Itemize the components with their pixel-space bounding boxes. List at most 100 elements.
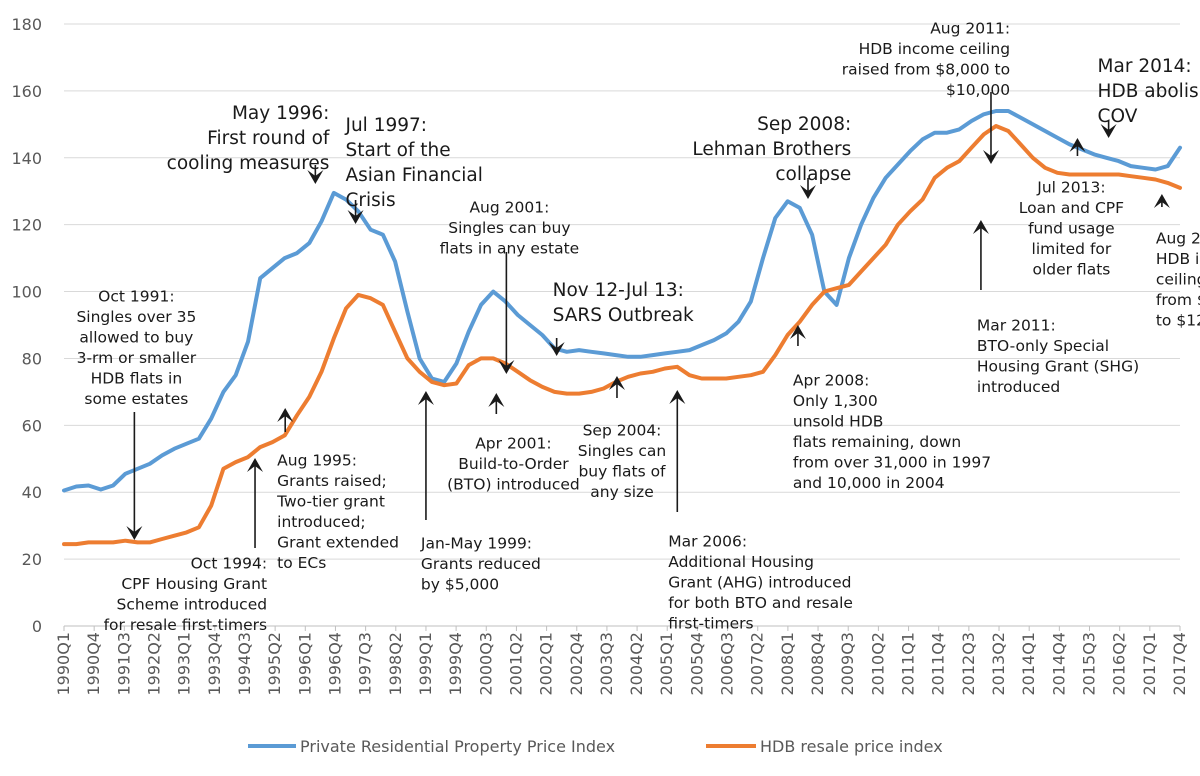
annotation: Aug 2011: HDB income ceiling raised from $… bbox=[842, 20, 1011, 164]
annotation-text-line: for resale first-timers bbox=[104, 616, 268, 634]
legend-label-private: Private Residential Property Price Index bbox=[300, 737, 615, 756]
x-tick-label: 2007Q2 bbox=[748, 632, 767, 696]
x-tick-label: 1993Q4 bbox=[205, 632, 224, 696]
y-tick-label: 40 bbox=[22, 483, 42, 502]
annotation-text-line: HDB abolishes bbox=[1098, 81, 1200, 102]
annotation: Sep 2008: Lehman Brothers collapse bbox=[692, 114, 851, 199]
x-tick-label: 1992Q2 bbox=[144, 632, 163, 696]
annotation-text-line: HDB flats in bbox=[91, 370, 183, 388]
annotation-text-line: some estates bbox=[84, 390, 188, 408]
annotation-text-line: for both BTO and resale bbox=[668, 594, 853, 612]
annotation-arrow-head bbox=[307, 170, 324, 184]
annotation-text-line: HDB income ceiling bbox=[859, 40, 1011, 58]
annotation-text-line: Aug 2011: bbox=[930, 20, 1010, 38]
annotation: Apr 2008: Only 1,300 unsold HDB flats remai… bbox=[789, 325, 991, 492]
annotation-arrow-head bbox=[1100, 124, 1117, 138]
y-tick-label: 0 bbox=[32, 617, 42, 636]
annotation: Mar 2011: BTO-only Special Housing Grant (… bbox=[972, 220, 1139, 396]
annotation-text-line: introduced; bbox=[277, 513, 366, 531]
annotation-text-line: cooling measures bbox=[167, 153, 330, 174]
x-tick-label: 2000Q3 bbox=[476, 632, 495, 696]
x-tick-label: 2015Q3 bbox=[1080, 632, 1099, 696]
annotation-text-line: Aug 2015: bbox=[1156, 230, 1200, 248]
annotation-text-line: Oct 1991: bbox=[98, 288, 174, 306]
annotation-text-line: Nov 12-Jul 13: bbox=[553, 280, 684, 301]
x-tick-label: 2014Q4 bbox=[1049, 632, 1068, 696]
annotation: Jul 2013: Loan and CPF fund usage limited f… bbox=[1019, 138, 1124, 279]
annotation-text-line: to $12,000 bbox=[1156, 312, 1200, 330]
annotation-text-line: by $5,000 bbox=[421, 576, 499, 594]
gridlines bbox=[64, 23, 1180, 627]
annotation-text-line: limited for bbox=[1032, 240, 1112, 258]
annotation-text-line: older flats bbox=[1032, 261, 1110, 279]
annotation-text-line: Aug 1995: bbox=[277, 452, 357, 470]
series-line-private bbox=[62, 109, 1182, 493]
annotation: Jan-May 1999: Grants reduced by $5,000 bbox=[417, 391, 541, 594]
annotation: Oct 1994: CPF Housing Grant Scheme introdu… bbox=[104, 458, 268, 634]
annotation-text-line: COV bbox=[1098, 106, 1138, 127]
annotation-text-line: (BTO) introduced bbox=[447, 476, 580, 494]
x-tick-label: 2011Q4 bbox=[929, 632, 948, 696]
annotation-text-line: Scheme introduced bbox=[117, 596, 268, 614]
x-tick-label: 2014Q1 bbox=[1019, 632, 1038, 696]
annotation-text-line: to ECs bbox=[277, 554, 326, 572]
annotation-text-line: Sep 2004: bbox=[583, 422, 662, 440]
annotation-arrow-head bbox=[982, 150, 999, 164]
annotation-arrow-head bbox=[800, 185, 816, 199]
annotation-text-line: Asian Financial bbox=[346, 165, 483, 186]
x-axis: 1990Q1 1990Q4 1991Q3 1992Q2 1993Q1 1993Q4 1994… bbox=[54, 626, 1189, 696]
legend-label-hdb: HDB resale price index bbox=[760, 737, 943, 756]
annotation-text-line: Build-to-Order bbox=[458, 455, 569, 473]
annotation-text-line: Aug 2001: bbox=[469, 199, 549, 217]
annotation-arrow-head bbox=[1153, 194, 1170, 208]
annotation: Oct 1991: Singles over 35 allowed to buy 3-… bbox=[76, 288, 197, 540]
annotation-text-line: any size bbox=[590, 483, 653, 501]
annotation-arrow-head bbox=[277, 408, 294, 422]
annotation-text-line: Loan and CPF bbox=[1019, 199, 1124, 217]
annotation-text-line: BTO-only Special bbox=[977, 337, 1109, 355]
annotation-text-line: Grants reduced bbox=[421, 555, 541, 573]
annotation-arrow-head bbox=[972, 220, 989, 234]
annotation-arrow-head bbox=[789, 325, 806, 339]
x-tick-label: 2010Q2 bbox=[868, 632, 887, 696]
annotation-text-line: from $10,000 bbox=[1156, 291, 1200, 309]
x-tick-label: 2008Q4 bbox=[808, 632, 827, 696]
annotation-text-line: flats remaining, down bbox=[793, 433, 961, 451]
annotations: Oct 1991: Singles over 35 allowed to buy 3-… bbox=[76, 20, 1200, 635]
annotation: Jul 1997: Start of the Asian Financial Cris… bbox=[345, 115, 483, 224]
annotation-arrow-head bbox=[488, 393, 505, 407]
annotation: Sep 2004: Singles can buy flats of any size bbox=[578, 376, 666, 501]
annotation-text-line: and 10,000 in 2004 bbox=[793, 474, 945, 492]
annotation-arrow-head bbox=[669, 390, 686, 404]
x-tick-label: 2009Q3 bbox=[838, 632, 857, 696]
annotation-text-line: SARS Outbreak bbox=[553, 305, 694, 326]
annotation-arrow-head bbox=[1069, 138, 1086, 152]
y-axis: 0 20 40 60 80 100 120 140 160 180 bbox=[11, 15, 42, 636]
annotation-text-line: Only 1,300 bbox=[793, 392, 878, 410]
x-tick-label: 2001Q2 bbox=[506, 632, 525, 696]
x-tick-label: 2006Q3 bbox=[718, 632, 737, 696]
annotation-text-line: first-timers bbox=[668, 615, 753, 633]
annotation-text-line: Jul 1997: bbox=[345, 115, 428, 136]
x-tick-label: 2002Q1 bbox=[537, 632, 556, 696]
annotation: Mar 2006: Additional Housing Grant (AHG) i… bbox=[668, 390, 853, 633]
x-tick-label: 1999Q4 bbox=[446, 632, 465, 696]
annotation-text-line: Oct 1994: bbox=[191, 555, 267, 573]
annotation-arrow-head bbox=[548, 342, 565, 356]
annotation-text-line: introduced bbox=[977, 378, 1060, 396]
annotation-text-line: allowed to buy bbox=[79, 329, 193, 347]
annotation: Mar 2014: HDB abolishes COV bbox=[1098, 56, 1200, 138]
annotation-arrow-head bbox=[247, 458, 264, 472]
annotation-text-line: Jul 2013: bbox=[1036, 179, 1105, 197]
annotation-text-line: Two-tier grant bbox=[276, 493, 385, 511]
x-tick-label: 1999Q1 bbox=[416, 632, 435, 696]
annotation-text-line: Mar 2011: bbox=[977, 317, 1056, 335]
x-tick-label: 2013Q2 bbox=[989, 632, 1008, 696]
annotation-text-line: fund usage bbox=[1028, 220, 1115, 238]
annotation-text-line: ceiling raised bbox=[1156, 271, 1200, 289]
annotation-text-line: collapse bbox=[775, 164, 851, 185]
annotation: Aug 2015: HDB income ceiling raised from $1… bbox=[1153, 194, 1200, 330]
annotation-text-line: Grant extended bbox=[277, 534, 399, 552]
y-tick-label: 180 bbox=[11, 15, 42, 34]
